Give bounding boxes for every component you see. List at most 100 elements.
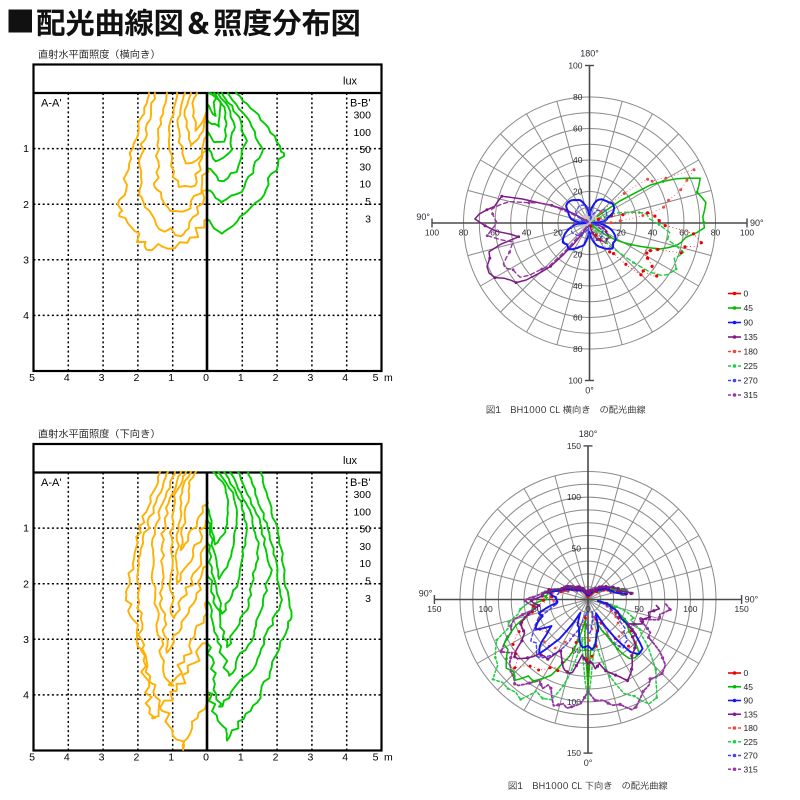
svg-text:100: 100: [568, 376, 582, 386]
svg-text:4: 4: [342, 372, 348, 384]
svg-text:300: 300: [353, 489, 371, 501]
svg-text:225: 225: [744, 737, 758, 747]
svg-text:90: 90: [744, 318, 754, 328]
svg-text:50: 50: [572, 646, 582, 656]
svg-text:2: 2: [133, 372, 139, 384]
svg-text:5: 5: [373, 372, 379, 384]
svg-text:315: 315: [744, 764, 758, 774]
svg-text:3: 3: [307, 372, 313, 384]
svg-text:100: 100: [567, 697, 581, 707]
svg-text:10: 10: [359, 558, 371, 570]
svg-text:2: 2: [133, 751, 139, 763]
svg-text:3: 3: [365, 593, 371, 605]
svg-text:100: 100: [479, 604, 493, 614]
svg-text:60: 60: [679, 228, 689, 238]
svg-text:3: 3: [23, 634, 29, 646]
svg-text:150: 150: [735, 604, 749, 614]
svg-text:40: 40: [573, 155, 583, 165]
svg-text:50: 50: [359, 144, 371, 156]
svg-text:180°: 180°: [579, 429, 598, 439]
svg-text:40: 40: [573, 281, 583, 291]
svg-text:5: 5: [365, 576, 371, 588]
svg-text:2: 2: [23, 199, 29, 211]
svg-text:50: 50: [572, 543, 582, 553]
svg-text:150: 150: [427, 604, 441, 614]
svg-text:0: 0: [744, 668, 749, 678]
svg-text:1: 1: [23, 143, 29, 155]
svg-text:315: 315: [744, 390, 758, 400]
svg-text:150: 150: [567, 441, 581, 451]
svg-text:80: 80: [573, 92, 583, 102]
svg-text:80: 80: [459, 228, 469, 238]
svg-text:1: 1: [23, 523, 29, 535]
svg-text:180: 180: [744, 347, 758, 357]
svg-text:270: 270: [744, 751, 758, 761]
svg-text:m: m: [384, 751, 393, 763]
svg-text:20: 20: [616, 228, 626, 238]
svg-text:60: 60: [490, 228, 500, 238]
svg-text:60: 60: [573, 313, 583, 323]
svg-text:5: 5: [365, 196, 371, 208]
svg-text:90: 90: [744, 696, 754, 706]
svg-text:0: 0: [203, 751, 209, 763]
svg-text:30: 30: [359, 161, 371, 173]
svg-text:80: 80: [711, 228, 721, 238]
svg-text:4: 4: [64, 372, 70, 384]
svg-text:5: 5: [29, 372, 35, 384]
svg-text:150: 150: [567, 748, 581, 758]
svg-text:60: 60: [573, 124, 583, 134]
svg-text:3: 3: [99, 751, 105, 763]
svg-text:90°: 90°: [750, 218, 764, 228]
svg-text:90°: 90°: [416, 212, 430, 222]
svg-text:100: 100: [567, 492, 581, 502]
svg-text:m: m: [384, 372, 393, 384]
svg-text:100: 100: [740, 228, 754, 238]
svg-text:0°: 0°: [584, 758, 593, 768]
svg-text:0: 0: [203, 372, 209, 384]
svg-text:4: 4: [64, 751, 70, 763]
svg-text:30: 30: [359, 541, 371, 553]
svg-text:45: 45: [744, 682, 754, 692]
svg-text:1: 1: [168, 372, 174, 384]
svg-text:225: 225: [744, 361, 758, 371]
svg-text:300: 300: [353, 110, 371, 122]
svg-text:2: 2: [273, 751, 279, 763]
svg-text:4: 4: [23, 310, 29, 322]
svg-text:100: 100: [568, 61, 582, 71]
svg-text:90°: 90°: [419, 589, 433, 599]
svg-text:40: 40: [522, 228, 532, 238]
svg-text:270: 270: [744, 376, 758, 386]
svg-text:B-B': B-B': [350, 98, 370, 110]
svg-text:3: 3: [307, 751, 313, 763]
svg-text:40: 40: [648, 228, 658, 238]
svg-text:100: 100: [683, 604, 697, 614]
svg-text:90°: 90°: [745, 595, 759, 605]
svg-text:50: 50: [634, 604, 644, 614]
svg-text:3: 3: [99, 372, 105, 384]
svg-text:50: 50: [532, 604, 542, 614]
svg-text:20: 20: [573, 250, 583, 260]
svg-text:1: 1: [238, 372, 244, 384]
svg-text:lux: lux: [343, 76, 358, 88]
svg-text:0: 0: [744, 289, 749, 299]
svg-text:0: 0: [586, 604, 591, 614]
svg-text:5: 5: [29, 751, 35, 763]
svg-text:lux: lux: [343, 455, 358, 467]
svg-text:10: 10: [359, 179, 371, 191]
svg-text:1: 1: [238, 751, 244, 763]
svg-text:135: 135: [744, 709, 758, 719]
svg-text:50: 50: [359, 524, 371, 536]
svg-text:100: 100: [425, 228, 439, 238]
svg-text:1: 1: [168, 751, 174, 763]
svg-text:135: 135: [744, 332, 758, 342]
svg-text:100: 100: [353, 127, 371, 139]
svg-text:5: 5: [373, 751, 379, 763]
svg-text:B-B': B-B': [350, 477, 370, 489]
svg-text:0°: 0°: [585, 386, 594, 396]
svg-text:45: 45: [744, 303, 754, 313]
svg-text:3: 3: [23, 254, 29, 266]
svg-text:180°: 180°: [580, 49, 599, 59]
svg-text:2: 2: [23, 578, 29, 590]
svg-text:2: 2: [273, 372, 279, 384]
svg-text:A-A': A-A': [41, 477, 61, 489]
